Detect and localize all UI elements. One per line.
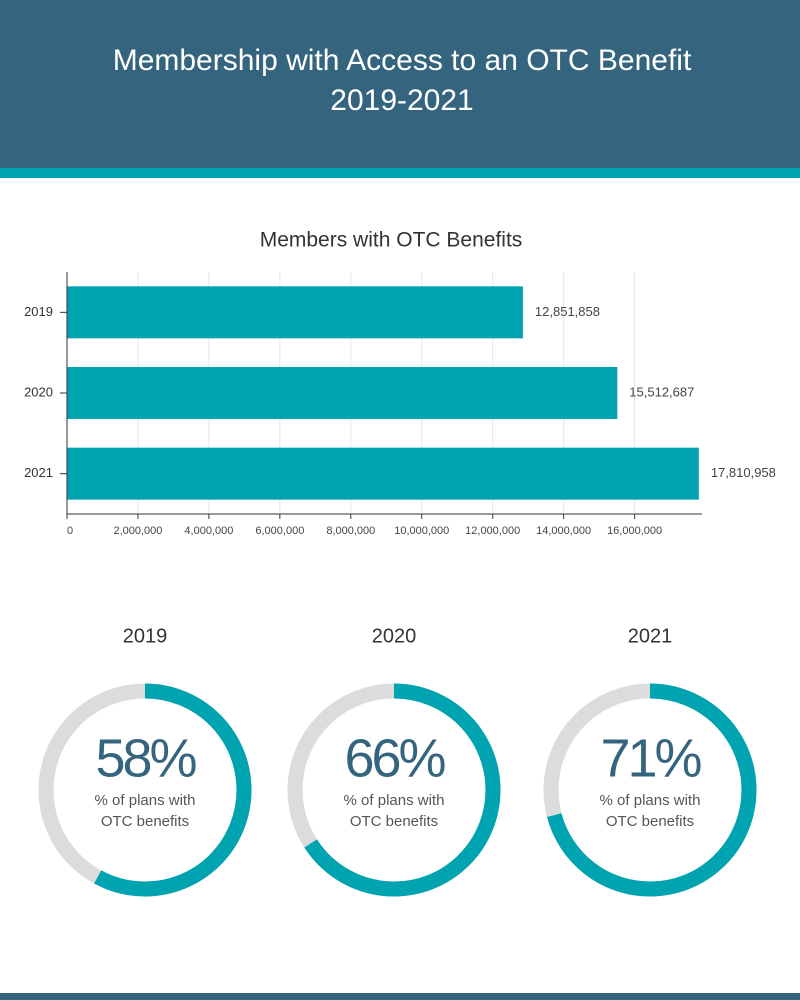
page-title: Membership with Access to an OTC Benefit — [113, 44, 692, 77]
y-tick-label: 2020 — [24, 384, 53, 399]
header-stripe — [0, 168, 800, 178]
x-tick-label: 2,000,000 — [113, 525, 162, 537]
x-tick-label: 0 — [67, 525, 73, 537]
x-tick-label: 4,000,000 — [184, 525, 233, 537]
chart-title: Members with OTC Benefits — [260, 229, 523, 252]
header-band — [0, 0, 800, 168]
value-label: 17,810,958 — [711, 465, 776, 480]
donut-title: 2020 — [372, 625, 417, 647]
donut-caption: % of plans with OTC benefits — [94, 792, 196, 830]
x-tick-label: 16,000,000 — [607, 525, 662, 537]
bar — [67, 286, 523, 339]
x-tick-label: 8,000,000 — [326, 525, 375, 537]
donut-title: 2021 — [628, 625, 673, 647]
donut-arc — [543, 683, 757, 897]
donut-value: 66% — [344, 728, 445, 788]
x-tick-label: 14,000,000 — [536, 525, 591, 537]
x-tick-label: 10,000,000 — [394, 525, 449, 537]
bar — [67, 367, 618, 419]
donut-arc — [38, 683, 252, 897]
donut-caption: % of plans with OTC benefits — [343, 792, 445, 830]
donut-title: 2019 — [123, 625, 168, 647]
y-tick-label: 2021 — [24, 465, 53, 480]
value-label: 15,512,687 — [629, 384, 694, 399]
value-label: 12,851,858 — [535, 304, 600, 319]
x-tick-label: 6,000,000 — [255, 525, 304, 537]
donut-caption: % of plans with OTC benefits — [599, 792, 701, 830]
y-tick-label: 2019 — [24, 304, 53, 319]
bar — [67, 447, 699, 500]
x-tick-label: 12,000,000 — [465, 525, 520, 537]
donut-arc — [287, 683, 501, 897]
page-subtitle: 2019-2021 — [330, 84, 473, 117]
donut-value: 58% — [95, 728, 196, 788]
donut-value: 71% — [600, 728, 701, 788]
footer-band — [0, 993, 800, 1000]
